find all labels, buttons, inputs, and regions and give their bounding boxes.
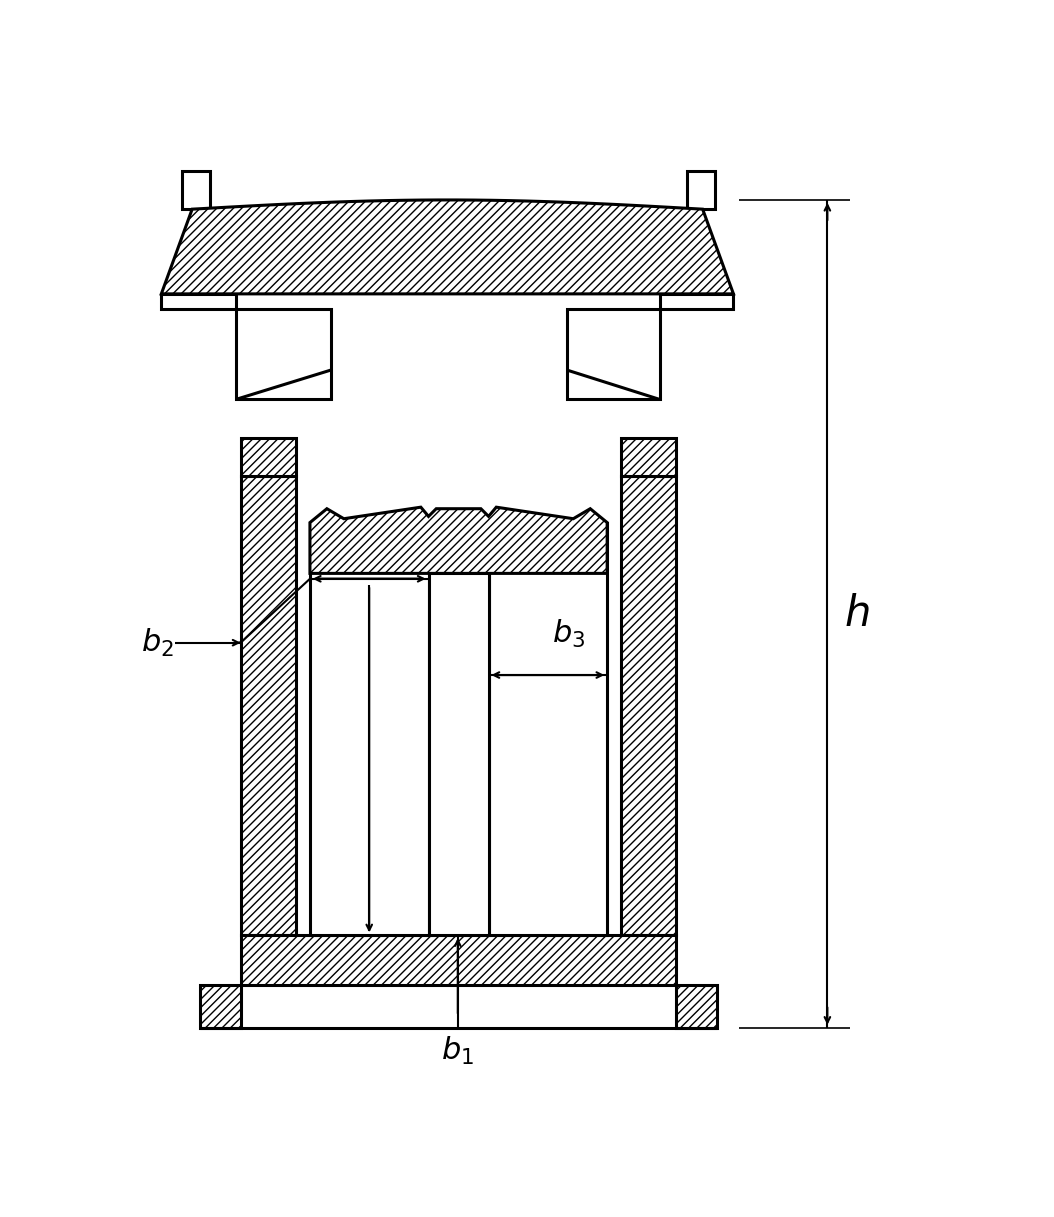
Polygon shape bbox=[310, 507, 607, 573]
Polygon shape bbox=[489, 522, 607, 936]
Polygon shape bbox=[687, 170, 715, 209]
Polygon shape bbox=[200, 985, 240, 1027]
Polygon shape bbox=[161, 293, 236, 309]
Polygon shape bbox=[240, 438, 296, 476]
Polygon shape bbox=[621, 438, 677, 476]
Polygon shape bbox=[236, 309, 331, 399]
Text: $b_3$: $b_3$ bbox=[551, 618, 585, 650]
Polygon shape bbox=[182, 170, 210, 209]
Polygon shape bbox=[240, 936, 677, 985]
Polygon shape bbox=[429, 573, 489, 936]
Polygon shape bbox=[161, 200, 734, 293]
Text: $h$: $h$ bbox=[844, 593, 870, 635]
Polygon shape bbox=[567, 309, 660, 399]
Text: $b_1$: $b_1$ bbox=[442, 1036, 474, 1067]
Polygon shape bbox=[660, 293, 734, 309]
Text: $b_2$: $b_2$ bbox=[140, 627, 174, 658]
Polygon shape bbox=[621, 476, 677, 936]
Polygon shape bbox=[677, 985, 717, 1027]
Polygon shape bbox=[310, 522, 429, 936]
Polygon shape bbox=[240, 476, 296, 936]
